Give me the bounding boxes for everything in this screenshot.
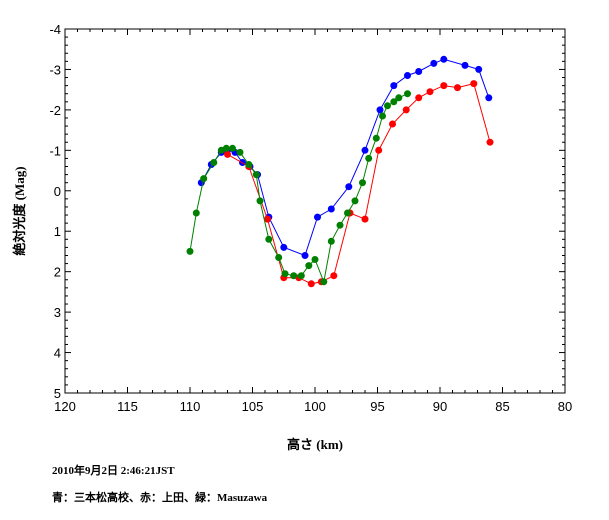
data-point: [395, 94, 403, 102]
data-point: [361, 215, 369, 223]
data-point: [375, 146, 383, 154]
data-point: [307, 280, 315, 288]
data-point: [200, 175, 208, 183]
data-point: [222, 144, 230, 152]
data-point: [327, 237, 335, 245]
data-point: [280, 243, 288, 251]
data-point: [485, 94, 493, 102]
data-point: [390, 98, 398, 106]
y-axis-ticks: -4 -3 -2 -1 0 1 2 3 4 5: [49, 22, 565, 401]
data-point: [245, 161, 253, 168]
plot-area-frame: [64, 28, 566, 394]
data-point: [186, 247, 194, 255]
x-tick-label: 105: [242, 399, 264, 414]
data-point: [345, 183, 353, 191]
x-tick-label: 115: [117, 399, 138, 414]
series-line: [227, 82, 491, 285]
x-tick-label: 100: [304, 399, 326, 414]
y-tick-label: 4: [54, 346, 61, 361]
x-axis-title: 高さ (km): [287, 437, 343, 452]
y-tick-label: 0: [54, 184, 61, 199]
data-point: [430, 59, 438, 67]
x-tick-label: 110: [180, 399, 201, 414]
y-tick-label: 3: [54, 305, 61, 320]
data-point: [290, 272, 298, 280]
data-point: [379, 112, 386, 120]
y-tick-label: -3: [49, 62, 61, 77]
data-point: [344, 209, 351, 217]
y-tick-label: 1: [54, 224, 61, 239]
data-point: [311, 256, 319, 263]
data-point: [475, 65, 483, 73]
timestamp-caption: 2010年9月2日 2:46:21JST: [52, 465, 175, 477]
y-tick-label: 2: [54, 265, 61, 280]
x-tick-label: 95: [370, 399, 384, 414]
data-point: [265, 235, 273, 243]
data-point: [351, 197, 359, 205]
x-tick-label: 90: [433, 399, 447, 414]
data-point: [301, 252, 309, 259]
x-tick-label: 80: [558, 399, 572, 414]
data-point: [252, 171, 260, 179]
data-point: [470, 80, 478, 88]
data-point: [192, 209, 200, 217]
data-point: [305, 262, 313, 270]
data-point: [390, 82, 398, 90]
data-point: [330, 272, 338, 280]
data-point: [365, 154, 373, 162]
data-point: [461, 61, 469, 69]
data-point: [402, 106, 410, 114]
x-tick-label: 120: [54, 399, 76, 414]
series-2: [224, 80, 494, 288]
data-point: [376, 106, 384, 114]
x-axis-ticks: 120 115 110 105 100 95 90 85 80: [54, 29, 572, 414]
data-point: [224, 150, 231, 158]
data-point: [361, 146, 369, 154]
legend-caption: 青：三本松高校、赤：上田、緑：Masuzawa: [52, 492, 268, 504]
data-point: [229, 144, 236, 152]
series-layer: [186, 55, 494, 288]
data-point: [297, 272, 305, 280]
data-point: [440, 82, 448, 90]
data-point: [320, 278, 328, 286]
data-point: [440, 55, 448, 63]
data-point: [384, 102, 391, 110]
data-point: [327, 205, 335, 213]
data-point: [415, 94, 423, 102]
data-point: [372, 134, 380, 142]
data-point: [404, 72, 411, 79]
data-point: [314, 213, 321, 221]
y-tick-label: -4: [49, 22, 61, 37]
y-tick-label: 5: [54, 386, 61, 401]
data-point: [389, 120, 396, 128]
data-point: [236, 148, 244, 156]
data-point: [415, 68, 423, 75]
data-point: [336, 221, 344, 229]
data-point: [281, 270, 289, 278]
y-tick-label: -2: [49, 103, 61, 118]
data-point: [264, 215, 271, 223]
chart-svg: 120 115 110 105 100 95 90 85 80 -4 -3 -2 -1 0 1 2 3 4 5 高…: [12, 22, 572, 452]
data-point: [210, 159, 218, 166]
data-point: [275, 254, 283, 261]
data-point: [426, 88, 434, 96]
y-axis-title: 絶対光度 (Mag): [12, 166, 27, 256]
series-3: [186, 90, 411, 286]
data-point: [454, 84, 461, 92]
data-point: [404, 90, 411, 98]
data-point: [359, 179, 366, 187]
data-point: [256, 197, 264, 205]
series-line: [200, 58, 490, 257]
x-tick-label: 85: [495, 399, 509, 414]
y-tick-label: -1: [49, 143, 61, 158]
data-point: [486, 138, 494, 146]
